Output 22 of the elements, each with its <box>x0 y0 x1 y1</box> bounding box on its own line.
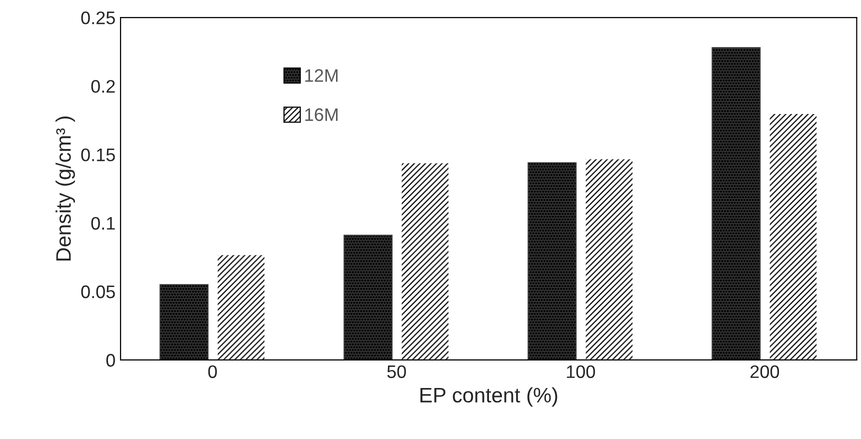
x-tick-label: 200 <box>750 365 780 378</box>
bar <box>528 162 577 360</box>
y-tick-label: 0.15 <box>81 148 115 162</box>
bar <box>712 47 761 360</box>
y-tick-label: 0.1 <box>91 216 115 230</box>
y-tick-label: 0.05 <box>81 285 115 298</box>
y-axis-title: Density (g/cm³ ) <box>56 116 75 261</box>
legend-label: 12M <box>305 69 338 82</box>
bar <box>344 234 393 360</box>
bar <box>584 158 634 360</box>
bar <box>216 254 266 360</box>
y-tick-label: 0 <box>106 354 115 367</box>
y-tick-label: 0.25 <box>81 11 115 24</box>
x-tick-label: 100 <box>566 365 595 378</box>
bar <box>768 112 818 360</box>
x-tick-label: 50 <box>387 365 406 378</box>
bar <box>400 162 450 360</box>
x-axis-title: EP content (%) <box>420 387 558 407</box>
legend-label: 16M <box>305 108 338 122</box>
y-tick-label: 0.2 <box>91 80 115 93</box>
x-tick-label: 0 <box>208 365 217 378</box>
bar <box>160 284 209 360</box>
